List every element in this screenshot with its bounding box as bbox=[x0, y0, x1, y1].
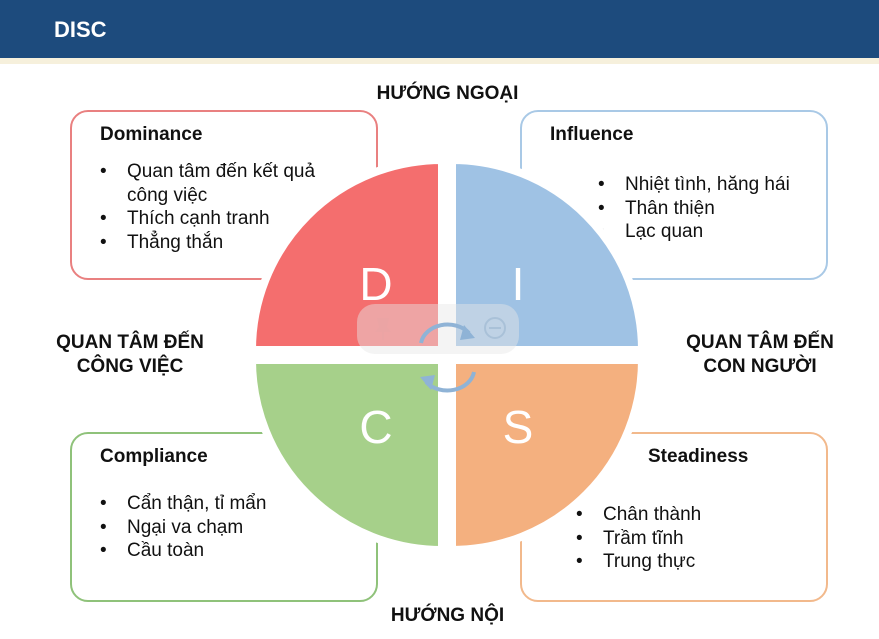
compliance-item: Cẩn thận, tỉ mẩn bbox=[100, 492, 340, 516]
minus-circle-icon[interactable] bbox=[484, 317, 506, 339]
influence-title: Influence bbox=[550, 124, 634, 145]
influence-item: Thân thiện bbox=[598, 197, 828, 221]
axis-left-label: QUAN TÂM ĐẾN CÔNG VIỆC bbox=[20, 331, 240, 379]
axis-right-label: QUAN TÂM ĐẾN CON NGƯỜI bbox=[650, 331, 870, 379]
dominance-item: Thích cạnh tranh bbox=[100, 207, 315, 231]
axis-bottom-label: HƯỚNG NỘI bbox=[390, 605, 505, 626]
quadrant-i-letter: I bbox=[512, 258, 525, 310]
compliance-item: Cầu toàn bbox=[100, 539, 340, 563]
steadiness-list: Chân thành Trầm tĩnh Trung thực bbox=[576, 503, 796, 574]
steadiness-item: Chân thành bbox=[576, 503, 796, 527]
compliance-title: Compliance bbox=[100, 446, 208, 467]
influence-card: Influence Nhiệt tình, hăng hái Thân thiệ… bbox=[520, 110, 828, 280]
quadrant-i bbox=[448, 155, 647, 354]
steadiness-item: Trầm tĩnh bbox=[576, 527, 796, 551]
steadiness-item: Trung thực bbox=[576, 550, 796, 574]
quadrant-c bbox=[247, 356, 446, 555]
quadrant-d bbox=[247, 155, 446, 354]
quadrant-s-letter: S bbox=[503, 401, 534, 453]
refresh-icon[interactable] bbox=[419, 322, 476, 393]
dominance-list: Quan tâm đến kết quả công việc Thích cạn… bbox=[100, 160, 315, 254]
compliance-list: Cẩn thận, tỉ mẩn Ngại va chạm Cầu toàn bbox=[100, 492, 340, 563]
dominance-item: Quan tâm đến kết quả công việc bbox=[100, 160, 315, 207]
influence-item: Nhiệt tình, hăng hái bbox=[598, 173, 828, 197]
quadrant-c-letter: C bbox=[359, 401, 392, 453]
compliance-card: Compliance Cẩn thận, tỉ mẩn Ngại va chạm… bbox=[70, 432, 378, 602]
pin-icon[interactable] bbox=[375, 318, 391, 340]
axis-left-line2: CÔNG VIỆC bbox=[76, 356, 184, 377]
quadrant-s bbox=[448, 356, 647, 555]
quadrant-d-letter: D bbox=[359, 258, 392, 310]
steadiness-title: Steadiness bbox=[648, 446, 749, 467]
compliance-item: Ngại va chạm bbox=[100, 516, 340, 540]
axis-left-line1: QUAN TÂM ĐẾN bbox=[56, 332, 204, 353]
header-divider bbox=[0, 58, 879, 64]
title-bar: DISC bbox=[0, 0, 879, 58]
axis-top-label: HƯỚNG NGOẠI bbox=[376, 83, 519, 104]
dominance-title: Dominance bbox=[100, 124, 203, 145]
overlay-toolbar bbox=[357, 304, 519, 354]
page-title: DISC bbox=[54, 17, 107, 42]
axis-right-line2: CON NGƯỜI bbox=[703, 356, 817, 377]
dominance-item: Thẳng thắn bbox=[100, 231, 315, 255]
steadiness-card: Steadiness Chân thành Trầm tĩnh Trung th… bbox=[520, 432, 828, 602]
axis-right-line1: QUAN TÂM ĐẾN bbox=[686, 332, 834, 353]
